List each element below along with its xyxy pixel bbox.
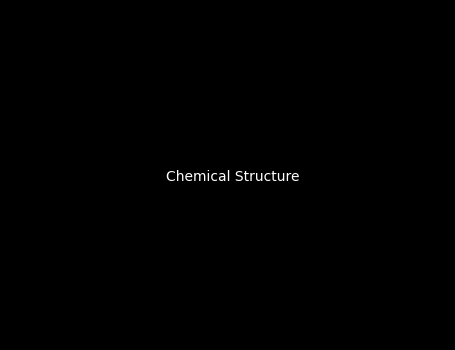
- Text: Chemical Structure: Chemical Structure: [167, 170, 300, 184]
